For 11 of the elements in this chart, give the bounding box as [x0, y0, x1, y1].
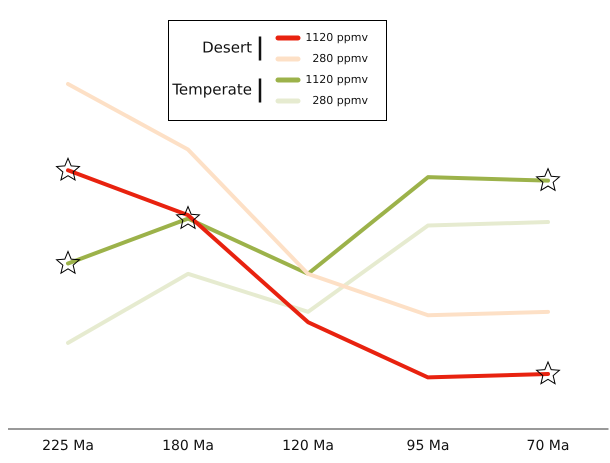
x-tick-label: 120 Ma	[282, 438, 334, 454]
legend-label: 1120 ppmv	[305, 72, 368, 86]
text: Desert	[202, 38, 252, 56]
legend-label: 280 ppmv	[312, 52, 368, 65]
x-tick-label: 70 Ma	[526, 438, 570, 454]
x-tick-label: 225 Ma	[42, 438, 94, 454]
annotation: Temperate	[171, 80, 252, 98]
legend-label: 280 ppmv	[312, 94, 368, 107]
x-tick-label: 180 Ma	[162, 438, 214, 454]
legend-label: 1120 ppmv	[305, 30, 368, 44]
x-tick-label: 95 Ma	[406, 438, 450, 454]
